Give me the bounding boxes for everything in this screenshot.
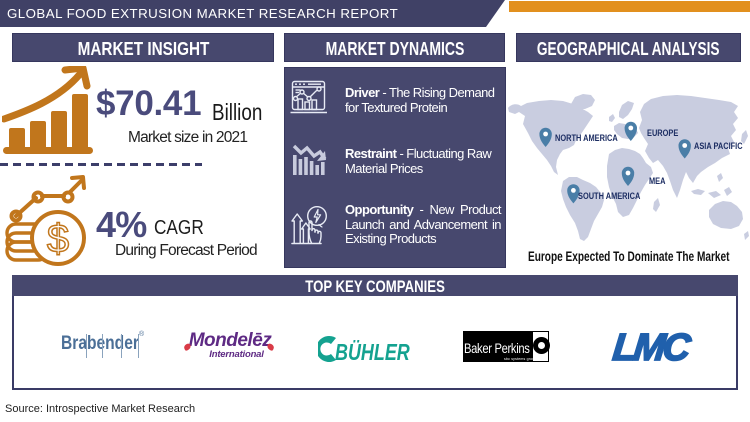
svg-text:$: $ [47,217,69,261]
